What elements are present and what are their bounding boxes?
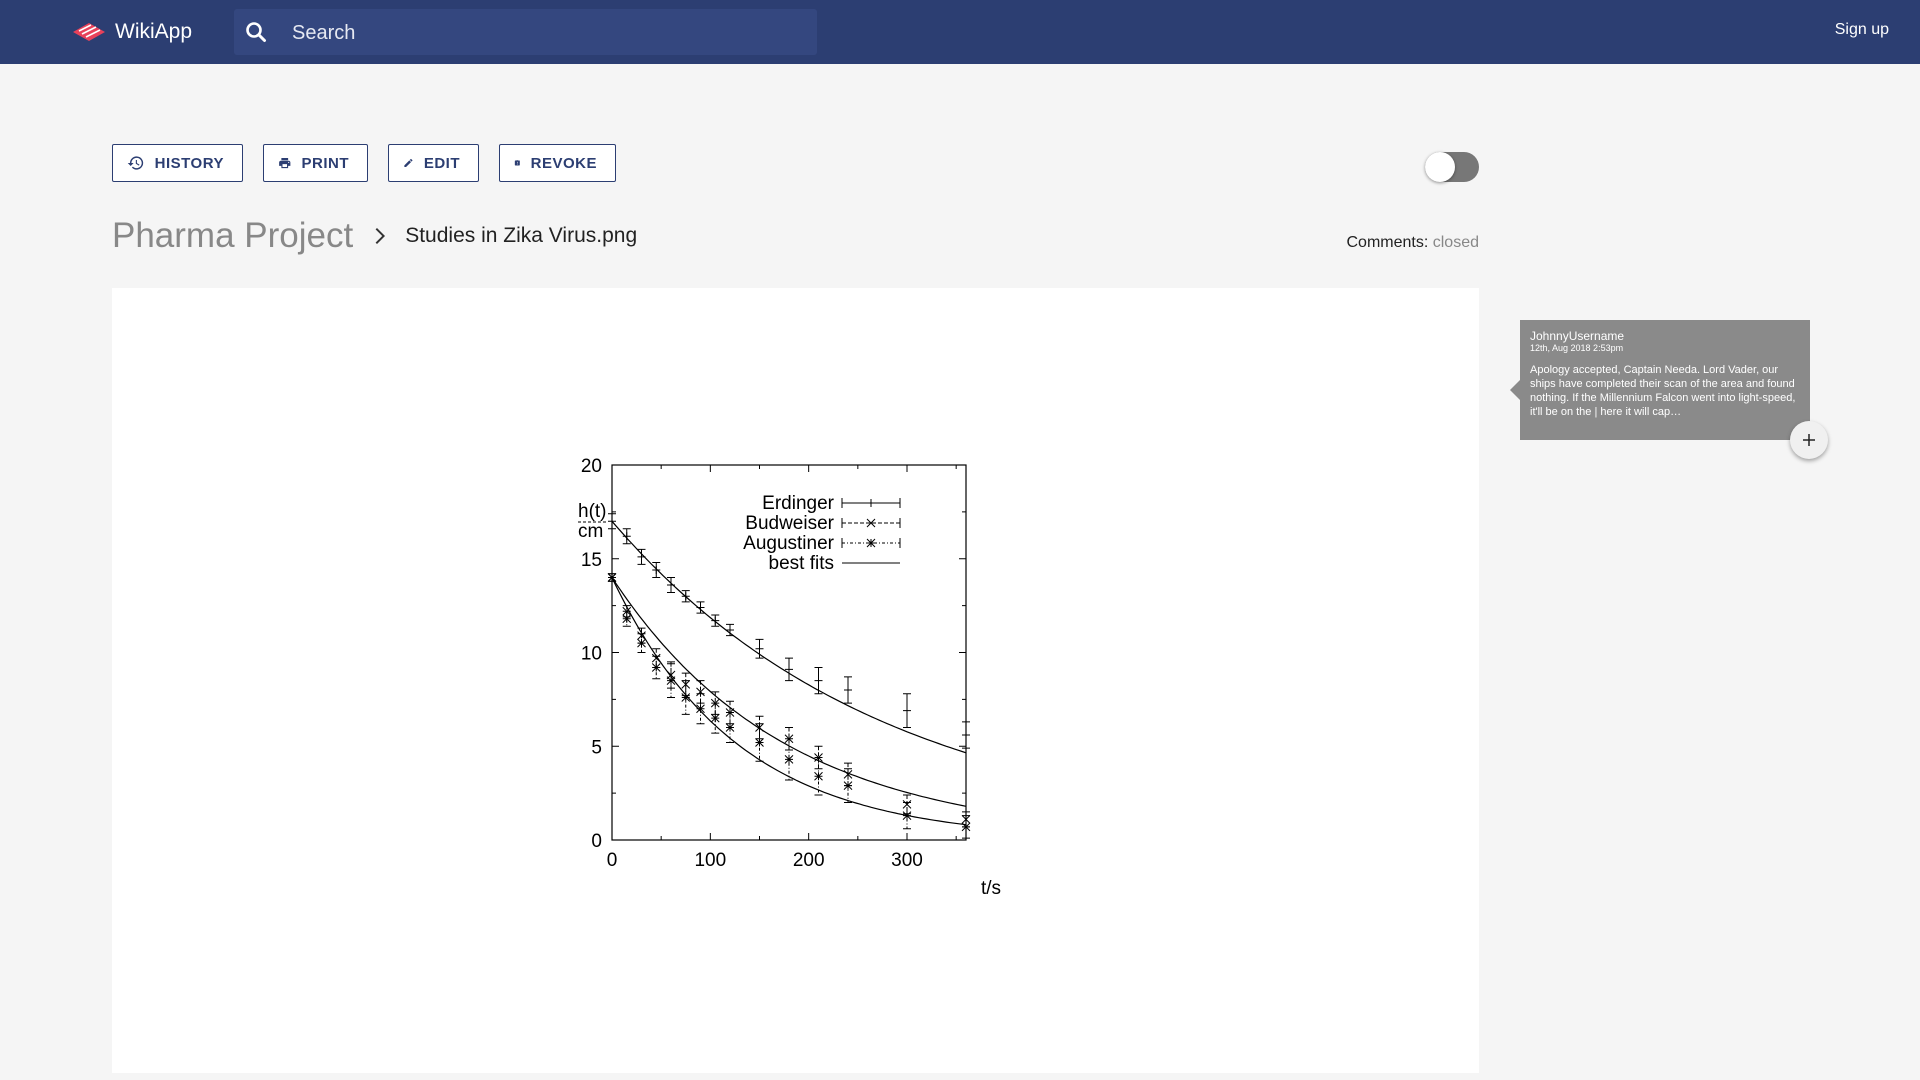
data-point-star — [710, 702, 720, 734]
x-tick-label: 200 — [793, 850, 825, 871]
data-point-star — [696, 693, 705, 725]
history-icon — [127, 156, 144, 170]
data-point-plus — [844, 676, 852, 704]
data-point-plus — [785, 657, 793, 682]
y-tick-label: 10 — [581, 644, 602, 665]
data-point-plus — [814, 667, 823, 695]
y-axis-label: h(t) — [578, 501, 607, 522]
legend-label: Augustiner — [743, 533, 835, 554]
breadcrumb: Pharma Project Studies in Zika Virus.png — [112, 214, 637, 258]
data-point-plus — [726, 623, 734, 637]
x-tick-label: 300 — [891, 850, 923, 871]
data-point-star — [814, 757, 823, 796]
data-point-star — [961, 815, 971, 839]
legend-label: Erdinger — [762, 493, 834, 514]
data-point-plus — [681, 590, 690, 603]
decay-chart: 0 100 200 300 0 5 10 15 20 ErdingerBudweiserAugu… — [578, 456, 1001, 899]
y-tick-label: 20 — [581, 456, 602, 477]
revoke-button[interactable]: REVOKE — [499, 144, 616, 182]
data-point-cross — [755, 715, 764, 740]
y-axis-unit-label: cm — [578, 521, 603, 542]
page-toolbar: HISTORY PRINT EDIT REVOKE — [112, 144, 636, 182]
comments-status-value: closed — [1432, 234, 1479, 251]
comment-card[interactable]: JohnnyUsername 12th, Aug 2018 2:53pm Apo… — [1510, 320, 1810, 440]
comments-status: Comments: closed — [1347, 234, 1480, 252]
data-point-plus — [962, 721, 970, 749]
data-point-star — [843, 768, 853, 803]
wikiapp-logo-icon — [73, 23, 105, 41]
comment-timestamp: 12th, Aug 2018 2:53pm — [1530, 343, 1624, 353]
edit-button[interactable]: EDIT — [388, 144, 479, 182]
data-point-plus — [622, 528, 631, 545]
app-name: WikiApp — [115, 20, 193, 43]
clipboard-alert-icon — [514, 159, 520, 166]
data-point-star — [681, 680, 691, 715]
search-icon[interactable] — [244, 20, 268, 44]
revoke-label: REVOKE — [530, 154, 597, 172]
breadcrumb-project-link[interactable]: Pharma Project — [112, 216, 354, 255]
top-app-bar: WikiApp Sign up — [0, 0, 1920, 64]
search-box[interactable] — [234, 9, 817, 55]
legend-label: Budweiser — [745, 513, 834, 534]
data-point-plus — [711, 614, 720, 627]
data-point-star — [666, 663, 676, 698]
add-comment-button[interactable] — [1790, 421, 1828, 459]
comment-body: Apology accepted, Captain Needa. Lord Va… — [1530, 364, 1796, 418]
comments-label: Comments: — [1346, 234, 1429, 251]
search-input[interactable] — [290, 17, 794, 49]
y-tick-label: 0 — [591, 831, 602, 852]
data-point-star — [755, 723, 764, 762]
legend-entry: Erdinger — [762, 493, 901, 514]
chevron-right-icon — [375, 228, 386, 244]
x-axis-label: t/s — [981, 878, 1001, 899]
data-point-plus — [667, 577, 675, 593]
data-point-star — [622, 610, 632, 627]
plus-icon — [1803, 434, 1815, 446]
legend-entry: Augustiner — [743, 533, 901, 554]
print-button[interactable]: PRINT — [263, 144, 368, 182]
data-point-star — [902, 802, 912, 830]
legend-entry: Budweiser — [745, 513, 901, 534]
legend-entry: best fits — [769, 553, 900, 574]
data-point-plus — [608, 513, 616, 530]
data-point-star — [725, 712, 735, 743]
image-viewer-panel — [112, 288, 1479, 1073]
data-point-star — [637, 633, 646, 653]
data-point-star — [607, 573, 617, 582]
best-fit-curve — [611, 577, 967, 826]
x-tick-label: 100 — [694, 850, 726, 871]
brand[interactable]: WikiApp — [69, 17, 192, 47]
y-tick-label: 15 — [581, 550, 602, 571]
view-toggle-switch[interactable] — [1425, 152, 1479, 182]
edit-label: EDIT — [423, 154, 460, 172]
comment-author: JohnnyUsername — [1530, 329, 1625, 343]
data-point-star — [784, 738, 794, 781]
data-point-plus — [652, 562, 661, 578]
data-point-plus — [637, 548, 646, 565]
toggle-knob — [1425, 152, 1455, 182]
print-label: PRINT — [301, 154, 349, 172]
breadcrumb-current-file: Studies in Zika Virus.png — [405, 224, 638, 247]
data-point-plus — [755, 638, 764, 659]
y-tick-label: 5 — [591, 737, 602, 758]
printer-icon — [279, 157, 291, 169]
data-point-plus — [903, 693, 911, 728]
history-button[interactable]: HISTORY — [112, 144, 243, 182]
x-tick-label: 0 — [607, 850, 618, 871]
sign-up-link[interactable]: Sign up — [1834, 21, 1889, 38]
history-label: HISTORY — [154, 154, 224, 172]
legend-label: best fits — [769, 553, 834, 574]
data-point-plus — [696, 601, 705, 614]
pencil-icon — [404, 158, 413, 168]
data-point-star — [651, 655, 661, 680]
